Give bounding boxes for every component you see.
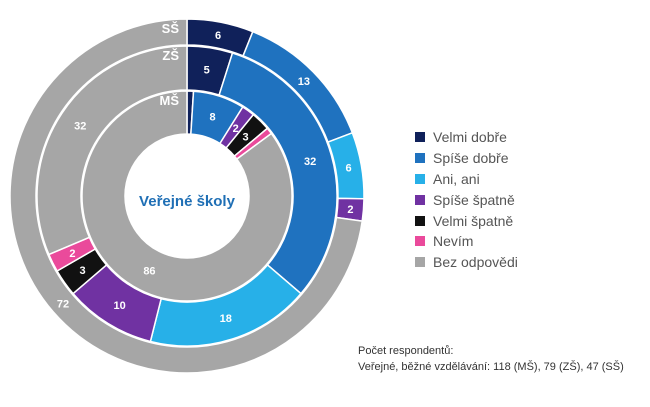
donut-hole (126, 135, 248, 257)
legend-item: Bez odpovědi (415, 252, 518, 273)
segment-value-label: 13 (298, 76, 310, 88)
legend-item: Spíše dobře (415, 148, 518, 169)
legend-label: Nevím (433, 233, 474, 250)
segment-value-label: 2 (347, 204, 353, 216)
segment-value-label: 32 (304, 156, 316, 168)
legend-label: Ani, ani (433, 170, 480, 187)
legend-label: Spíše dobře (433, 150, 509, 167)
ring-name-label: SŠ (162, 21, 180, 36)
segment-value-label: 32 (74, 120, 86, 132)
legend-item: Velmi dobře (415, 127, 518, 148)
legend-label: Velmi dobře (433, 129, 507, 146)
legend-swatch (415, 215, 425, 226)
legend-item: Spíše špatně (415, 189, 518, 210)
legend-swatch (415, 236, 425, 247)
legend-item: Velmi špatně (415, 210, 518, 231)
segment-value-label: 8 (209, 112, 215, 124)
legend-swatch (415, 173, 425, 184)
legend-swatch (415, 257, 425, 268)
segment-value-label: 18 (220, 313, 232, 325)
ring-name-label: MŠ (160, 93, 180, 108)
respondents-note: Počet respondentů: Veřejné, běžné vzdělá… (358, 343, 624, 375)
segment-value-label: 2 (233, 123, 239, 135)
segment-value-label: 10 (113, 300, 125, 312)
donut-segment (36, 45, 188, 256)
legend-swatch (415, 194, 425, 205)
legend-label: Spíše špatně (433, 191, 515, 208)
ring-name-label: ZŠ (162, 48, 179, 63)
segment-value-label: 72 (57, 298, 69, 310)
chart-rings (9, 18, 365, 374)
chart-title: Veřejné školy (139, 193, 236, 210)
segment-value-label: 86 (143, 266, 155, 278)
legend: Velmi dobře Spíše dobře Ani, ani Spíše š… (415, 127, 518, 273)
legend-swatch (415, 132, 425, 143)
legend-swatch (415, 153, 425, 164)
respondents-note-title: Počet respondentů: (358, 345, 454, 357)
legend-label: Bez odpovědi (433, 254, 518, 271)
segment-value-label: 2 (69, 248, 75, 260)
segment-value-label: 3 (243, 131, 249, 143)
respondents-note-counts: Veřejné, běžné vzdělávání: 118 (MŠ), 79 … (358, 361, 624, 373)
segment-value-label: 3 (79, 265, 85, 277)
donut-segment (9, 18, 364, 374)
segment-value-label: 6 (345, 163, 351, 175)
legend-label: Velmi špatně (433, 212, 514, 229)
legend-item: Ani, ani (415, 169, 518, 190)
segment-value-label: 5 (204, 65, 210, 77)
legend-item: Nevím (415, 231, 518, 252)
segment-value-label: 6 (215, 30, 221, 42)
donut-segment (81, 90, 293, 302)
